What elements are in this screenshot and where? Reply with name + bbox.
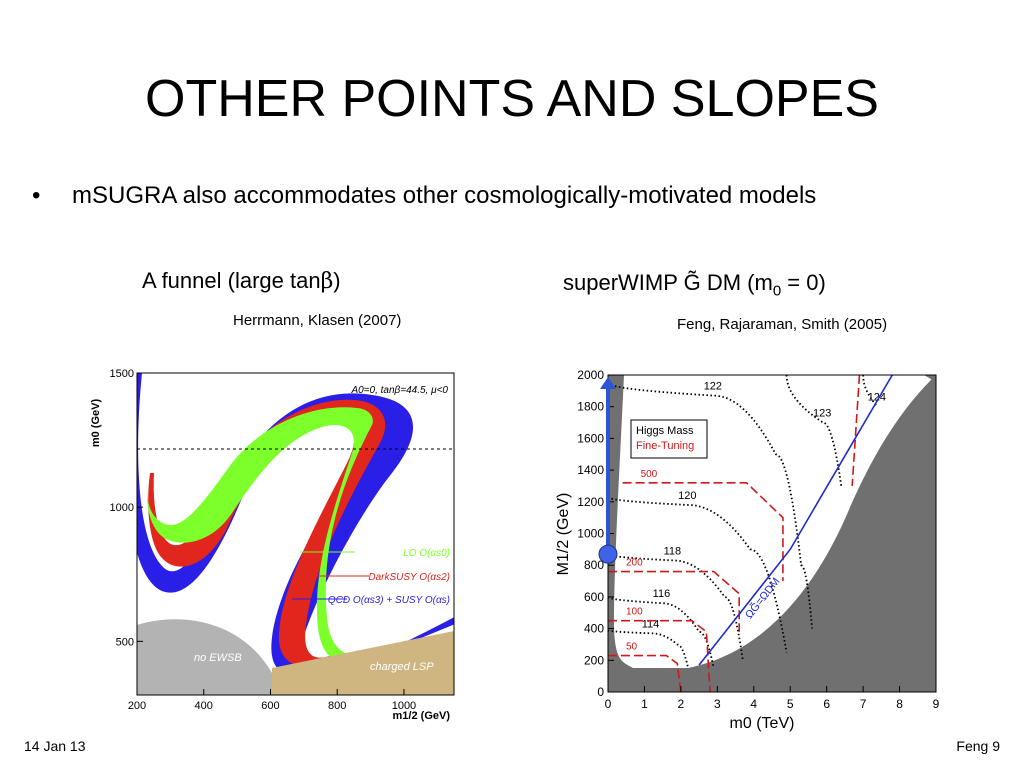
superwimp-arrow-head bbox=[600, 377, 616, 389]
funnel-axes: 200 400 600 800 1000 500 1000 1500 bbox=[110, 368, 417, 712]
footer-date: 14 Jan 13 bbox=[24, 738, 86, 754]
x-tick-label: 200 bbox=[128, 700, 146, 712]
x-tick-label: 7 bbox=[860, 697, 867, 711]
left-caption: A funnel (large tanβ) bbox=[142, 268, 341, 294]
bullet-text: mSUGRA also accommodates other cosmologi… bbox=[72, 182, 817, 209]
higgs-legend-box: Higgs Mass Fine-Tuning bbox=[630, 419, 708, 459]
x-tick-label: 600 bbox=[261, 700, 279, 712]
funnel-bands bbox=[137, 373, 454, 674]
fine-tuning-contour bbox=[622, 481, 784, 582]
excluded-lower-right-region bbox=[688, 375, 936, 692]
x-tick-label: 6 bbox=[823, 697, 830, 711]
excluded-left-region bbox=[608, 375, 698, 692]
x-tick-label: 400 bbox=[195, 700, 213, 712]
y-tick-label: 600 bbox=[584, 590, 604, 604]
right-caption-end: = 0) bbox=[781, 270, 826, 295]
legend-higgs-mass: Higgs Mass bbox=[636, 425, 694, 437]
legend-fine-tuning: Fine-Tuning bbox=[636, 440, 694, 452]
right-caption: superWIMP G̃ DM (m0 = 0) bbox=[563, 270, 826, 299]
legend-label: DarkSUSY O(αs2) bbox=[368, 572, 450, 583]
y-tick-label: 1200 bbox=[577, 495, 604, 509]
y-tick-label: 2000 bbox=[577, 368, 604, 382]
superwimp-axes: 0 1 2 3 4 5 6 7 8 9020040060080010001200140016001… bbox=[577, 368, 939, 711]
y-tick-label: 1400 bbox=[577, 463, 604, 477]
higgs-mass-contour bbox=[608, 553, 744, 661]
no-ewsb-region bbox=[137, 619, 272, 695]
left-caption-prefix: A funnel (large tan bbox=[142, 268, 321, 293]
fine-tuning-contour bbox=[608, 619, 711, 692]
higgs-mass-contour bbox=[608, 382, 813, 629]
y-tick-label: 800 bbox=[584, 558, 604, 572]
funnel-y-axis-label: m0 (GeV) bbox=[90, 399, 102, 448]
y-tick-label: 1800 bbox=[577, 400, 604, 414]
fine-tuning-label: 100 bbox=[626, 607, 643, 618]
right-citation: Feng, Rajaraman, Smith (2005) bbox=[677, 316, 888, 333]
y-tick-label: 1500 bbox=[110, 368, 134, 380]
funnel-legend: LO O(αs0) DarkSUSY O(αs2) QCD O(αs3) + SUS… bbox=[292, 548, 450, 606]
bullet-dot-icon: • bbox=[32, 182, 41, 209]
footer-page: Feng 9 bbox=[956, 738, 1000, 754]
x-tick-label: 5 bbox=[787, 697, 794, 711]
y-tick-label: 200 bbox=[584, 653, 604, 667]
higgs-mass-contour bbox=[608, 629, 690, 669]
higgs-contour-label: 118 bbox=[664, 545, 682, 557]
fine-tuning-label: 500 bbox=[641, 469, 658, 480]
funnel-chart: no EWSB charged LSP A0=0, tanβ=44.5, μ<0… bbox=[90, 368, 455, 722]
funnel-chart-title: A0=0, tanβ=44.5, μ<0 bbox=[350, 385, 448, 396]
higgs-contour-label: 122 bbox=[704, 381, 722, 393]
beta-symbol: β bbox=[320, 269, 334, 294]
right-caption-main: superWIMP G̃ DM (m bbox=[563, 270, 773, 295]
funnel-plot-frame bbox=[136, 372, 455, 696]
no-ewsb-label: no EWSB bbox=[194, 652, 242, 664]
y-tick-label: 1000 bbox=[577, 527, 604, 541]
x-tick-label: 1 bbox=[641, 697, 648, 711]
y-tick-label: 400 bbox=[584, 622, 604, 636]
x-tick-label: 800 bbox=[328, 700, 346, 712]
x-tick-label: 0 bbox=[605, 697, 612, 711]
charged-lsp-label: charged LSP bbox=[370, 661, 434, 673]
higgs-mass-contour bbox=[608, 496, 788, 653]
y-tick-label: 0 bbox=[597, 685, 604, 699]
y-tick-label: 1600 bbox=[577, 431, 604, 445]
band-lo bbox=[146, 407, 373, 665]
legend-frame bbox=[630, 419, 708, 459]
contour-lines: 114116118120122123124501002005001000ΩG̃=… bbox=[608, 362, 893, 692]
legend-label: QCD O(αs3) + SUSY O(αs) bbox=[328, 595, 450, 606]
higgs-contour-label: 116 bbox=[653, 588, 671, 600]
fine-tuning-label: 50 bbox=[626, 642, 638, 653]
y-tick-label: 500 bbox=[116, 636, 134, 648]
superwimp-chart: 114116118120122123124501002005001000ΩG̃=… bbox=[555, 362, 940, 732]
right-caption-sub: 0 bbox=[772, 282, 782, 300]
fine-tuning-contour bbox=[851, 375, 861, 487]
x-tick-label: 4 bbox=[750, 697, 757, 711]
superwimp-y-axis-label: M1/2 (GeV) bbox=[555, 493, 572, 576]
higgs-contour-label: 123 bbox=[813, 408, 831, 420]
x-tick-label: 9 bbox=[933, 697, 940, 711]
superwimp-point bbox=[598, 544, 618, 564]
slide-title: OTHER POINTS AND SLOPES bbox=[145, 70, 879, 128]
fine-tuning-contour bbox=[608, 654, 682, 692]
x-tick-label: 1000 bbox=[392, 700, 416, 712]
x-tick-label: 2 bbox=[678, 697, 685, 711]
funnel-x-axis-label: m1/2 (GeV) bbox=[393, 710, 451, 722]
superwimp-x-axis-label: m0 (TeV) bbox=[730, 715, 795, 732]
relic-density-line bbox=[698, 375, 893, 666]
fine-tuning-label: 200 bbox=[626, 558, 643, 569]
x-tick-label: 8 bbox=[896, 697, 903, 711]
charged-lsp-region bbox=[272, 631, 454, 695]
left-citation: Herrmann, Klasen (2007) bbox=[233, 312, 402, 329]
left-caption-suffix: ) bbox=[333, 268, 341, 293]
fine-tuning-contour bbox=[608, 570, 740, 632]
excluded-top-right-region bbox=[924, 375, 936, 382]
y-tick-label: 1000 bbox=[110, 502, 134, 514]
superwimp-arrow bbox=[598, 377, 618, 564]
x-tick-label: 3 bbox=[714, 697, 721, 711]
higgs-contour-label: 120 bbox=[678, 490, 696, 502]
fine-tuning-label: 1000 bbox=[865, 362, 888, 372]
legend-label: LO O(αs0) bbox=[403, 548, 450, 559]
